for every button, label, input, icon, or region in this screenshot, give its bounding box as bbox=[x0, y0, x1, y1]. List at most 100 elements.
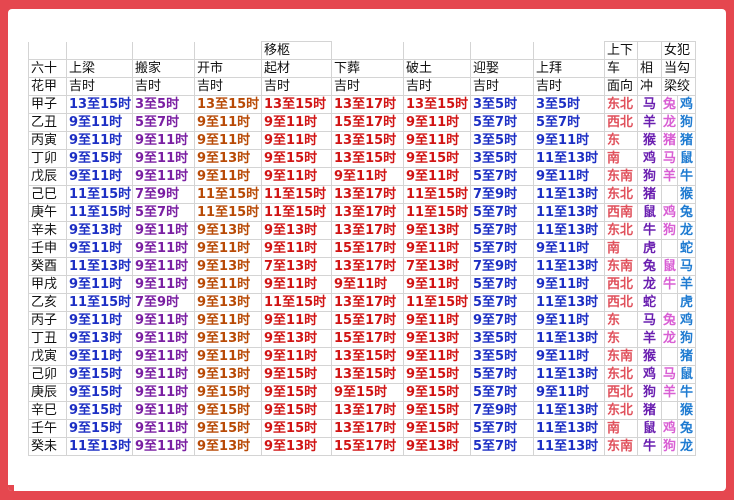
qicai-cell: 9至11时 bbox=[261, 239, 332, 258]
potu-cell: 9至15时 bbox=[403, 365, 471, 384]
kaishi-cell: 9至13时 bbox=[194, 293, 262, 312]
direction-cell: 东北 bbox=[604, 401, 638, 420]
qicai-cell: 9至11时 bbox=[261, 275, 332, 294]
chong-cell: 猴 bbox=[637, 131, 662, 150]
ganzhi-cell: 癸未 bbox=[28, 437, 67, 456]
nvfan-cell: 鼠 bbox=[661, 257, 678, 276]
kaishi-cell: 9至15时 bbox=[194, 401, 262, 420]
yingqu-cell: 9至7时 bbox=[470, 311, 534, 330]
qicai-cell: 9至11时 bbox=[261, 347, 332, 366]
liangjiao-cell: 狗 bbox=[677, 113, 696, 132]
header-row-2: 六十 上梁 搬家 开市 起材 下葬 破土 迎娶 上拜 车 相 当勾 bbox=[28, 59, 696, 78]
potu-cell: 11至15时 bbox=[403, 203, 471, 222]
direction-cell: 东 bbox=[604, 329, 638, 348]
shangbai-cell: 11至13时 bbox=[533, 203, 605, 222]
shangliang-cell: 11至15时 bbox=[66, 293, 133, 312]
qicai-cell: 9至15时 bbox=[261, 383, 332, 402]
direction-cell: 东南 bbox=[604, 167, 638, 186]
nvfan-cell bbox=[661, 239, 678, 258]
ganzhi-cell: 壬申 bbox=[28, 239, 67, 258]
liangjiao-cell: 鼠 bbox=[677, 365, 696, 384]
liangjiao-cell: 龙 bbox=[677, 221, 696, 240]
shangliang-cell: 9至11时 bbox=[66, 239, 133, 258]
ganzhi-cell: 己卯 bbox=[28, 365, 67, 384]
xiazang-cell: 13至17时 bbox=[331, 221, 404, 240]
qicai-cell: 9至11时 bbox=[261, 113, 332, 132]
shangbai-cell: 11至13时 bbox=[533, 365, 605, 384]
col-header-che-1: 上下 bbox=[604, 41, 638, 60]
shangliang-cell: 9至13时 bbox=[66, 329, 133, 348]
direction-cell: 南 bbox=[604, 149, 638, 168]
xiazang-cell: 13至15时 bbox=[331, 149, 404, 168]
chong-cell: 鼠 bbox=[637, 419, 662, 438]
col-header-che-2: 车 bbox=[604, 59, 638, 78]
xiazang-cell: 15至17时 bbox=[331, 113, 404, 132]
sheet-frame: 移柩 上下 女犯 六十 上梁 搬家 开市 起材 下葬 破土 迎娶 上拜 车 相 … bbox=[8, 9, 726, 491]
ganzhi-cell: 甲戌 bbox=[28, 275, 67, 294]
nvfan-cell: 狗 bbox=[661, 221, 678, 240]
nvfan-cell: 狗 bbox=[661, 437, 678, 456]
direction-cell: 东北 bbox=[604, 185, 638, 204]
yingqu-cell: 3至5时 bbox=[470, 131, 534, 150]
shangbai-cell: 9至11时 bbox=[533, 311, 605, 330]
qicai-cell: 11至15时 bbox=[261, 185, 332, 204]
yingqu-cell: 7至9时 bbox=[470, 185, 534, 204]
col-header-kaishi: 开市 bbox=[194, 59, 262, 78]
potu-cell: 9至13时 bbox=[403, 221, 471, 240]
yingqu-cell: 5至7时 bbox=[470, 383, 534, 402]
xiazang-cell: 9至11时 bbox=[331, 275, 404, 294]
yingqu-cell: 5至7时 bbox=[470, 221, 534, 240]
kaishi-cell: 9至11时 bbox=[194, 239, 262, 258]
col-header-shangbai: 上拜 bbox=[533, 59, 605, 78]
table-row: 戊辰 9至11时 9至11时 9至11时 9至11时 9至11时 9至11时 5至7时 9至11… bbox=[28, 167, 696, 186]
chong-cell: 牛 bbox=[637, 437, 662, 456]
col-header-huajia: 花甲 bbox=[28, 77, 67, 96]
liangjiao-cell: 牛 bbox=[677, 383, 696, 402]
col-header-nvfan-1: 女犯 bbox=[661, 41, 696, 60]
potu-cell: 7至13时 bbox=[403, 257, 471, 276]
yingqu-cell: 5至7时 bbox=[470, 167, 534, 186]
chong-cell: 蛇 bbox=[637, 293, 662, 312]
chong-cell: 龙 bbox=[637, 275, 662, 294]
col-header-shangliang: 上梁 bbox=[66, 59, 133, 78]
table-row: 己巳 11至15时 7至9时 11至15时 11至15时 13至17时 11至15时 7至9时… bbox=[28, 185, 696, 204]
shangliang-cell: 9至11时 bbox=[66, 167, 133, 186]
yingqu-cell: 5至7时 bbox=[470, 113, 534, 132]
shangliang-cell: 11至13时 bbox=[66, 437, 133, 456]
xiazang-cell: 13至15时 bbox=[331, 131, 404, 150]
shangbai-cell: 5至7时 bbox=[533, 113, 605, 132]
banjia-cell: 9至11时 bbox=[132, 365, 195, 384]
shangbai-cell: 11至13时 bbox=[533, 419, 605, 438]
table-row: 丁丑 9至13时 9至11时 9至13时 9至13时 15至17时 9至13时 3至5时 11至… bbox=[28, 329, 696, 348]
xiazang-cell: 13至17时 bbox=[331, 203, 404, 222]
kaishi-cell: 9至11时 bbox=[194, 311, 262, 330]
col-header-jishi: 吉时 bbox=[533, 77, 605, 96]
qicai-cell: 11至15时 bbox=[261, 293, 332, 312]
kaishi-cell: 11至15时 bbox=[194, 185, 262, 204]
chong-cell: 鸡 bbox=[637, 149, 662, 168]
table-row: 己卯 9至15时 9至11时 9至13时 9至15时 13至15时 9至15时 5至7时 11至… bbox=[28, 365, 696, 384]
col-header-nvfan-3: 梁绞 bbox=[661, 77, 696, 96]
direction-cell: 东 bbox=[604, 131, 638, 150]
col-header-xiang: 相 bbox=[637, 59, 662, 78]
qicai-cell: 9至13时 bbox=[261, 437, 332, 456]
banjia-cell: 7至9时 bbox=[132, 185, 195, 204]
kaishi-cell: 9至13时 bbox=[194, 257, 262, 276]
col-header-jishi: 吉时 bbox=[403, 77, 471, 96]
col-header-qicai: 起材 bbox=[261, 59, 332, 78]
shangliang-cell: 9至15时 bbox=[66, 365, 133, 384]
qicai-cell: 7至13时 bbox=[261, 257, 332, 276]
direction-cell: 西北 bbox=[604, 113, 638, 132]
potu-cell: 11至15时 bbox=[403, 293, 471, 312]
liangjiao-cell: 兔 bbox=[677, 203, 696, 222]
ganzhi-cell: 丁丑 bbox=[28, 329, 67, 348]
liangjiao-cell: 猴 bbox=[677, 185, 696, 204]
kaishi-cell: 9至13时 bbox=[194, 149, 262, 168]
shangbai-cell: 11至13时 bbox=[533, 437, 605, 456]
table-row: 庚辰 9至15时 9至11时 9至15时 9至15时 9至15时 9至15时 5至7时 9至11… bbox=[28, 383, 696, 402]
yingqu-cell: 3至5时 bbox=[470, 149, 534, 168]
col-header-yijiu-top: 移柩 bbox=[261, 41, 332, 60]
ganzhi-cell: 己巳 bbox=[28, 185, 67, 204]
potu-cell: 9至15时 bbox=[403, 149, 471, 168]
direction-cell: 东 bbox=[604, 311, 638, 330]
